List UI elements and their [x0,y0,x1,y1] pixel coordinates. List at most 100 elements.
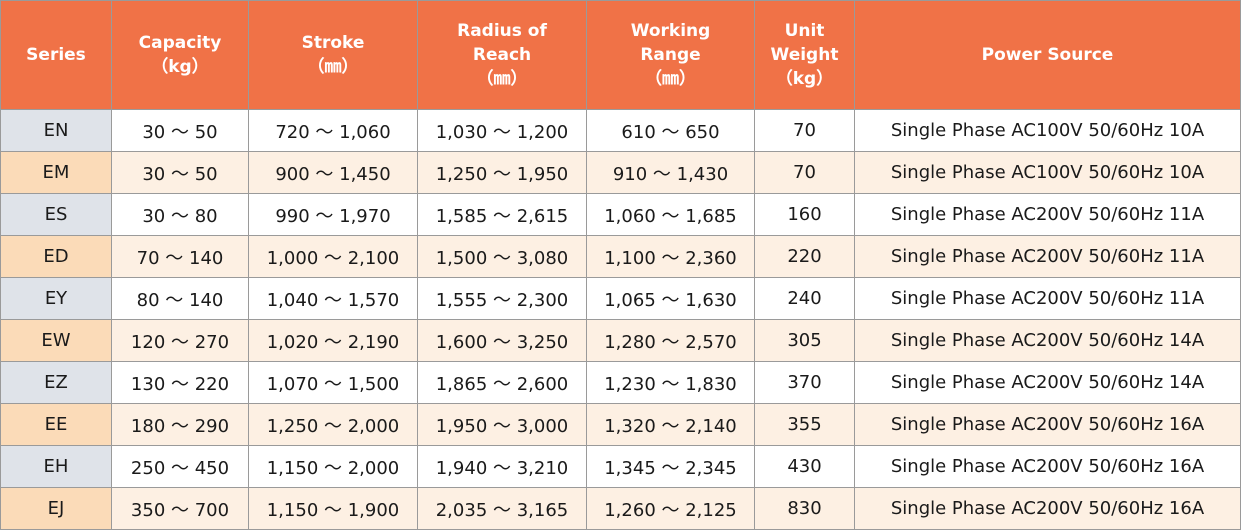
power-source-cell: Single Phase AC200V 50/60Hz 11A [854,193,1241,236]
table-row: EN 30 ～ 50 720 ～ 1,060 1,030 ～ 1,200 610 ～ 6… [0,109,1241,152]
working-range-cell: 1,320 ～ 2,140 [586,403,755,446]
header-power-label: Power Source [981,45,1114,65]
table-row: EZ 130 ～ 220 1,070 ～ 1,500 1,865 ～ 2,600 1,2… [0,361,1241,404]
stroke-cell: 1,000 ～ 2,100 [248,235,418,278]
weight-cell: 70 [754,109,855,152]
power-source-cell: Single Phase AC100V 50/60Hz 10A [854,109,1241,152]
working-range-cell: 1,345 ～ 2,345 [586,445,755,488]
header-power-source: Power Source [854,0,1241,110]
working-range-cell: 1,280 ～ 2,570 [586,319,755,362]
capacity-cell: 250 ～ 450 [111,445,249,488]
series-cell: ED [0,235,112,278]
working-range-cell: 1,230 ～ 1,830 [586,361,755,404]
weight-cell: 370 [754,361,855,404]
radius-cell: 1,030 ～ 1,200 [417,109,587,152]
stroke-cell: 1,040 ～ 1,570 [248,277,418,320]
weight-cell: 160 [754,193,855,236]
table-row: ES 30 ～ 80 990 ～ 1,970 1,585 ～ 2,615 1,060 ～… [0,193,1241,236]
power-source-cell: Single Phase AC200V 50/60Hz 14A [854,361,1241,404]
working-range-cell: 1,260 ～ 2,125 [586,487,755,530]
stroke-cell: 1,020 ～ 2,190 [248,319,418,362]
table-row: EH 250 ～ 450 1,150 ～ 2,000 1,940 ～ 3,210 1,3… [0,445,1241,488]
power-source-cell: Single Phase AC200V 50/60Hz 14A [854,319,1241,362]
header-capacity-unit: （kg） [151,57,209,77]
capacity-cell: 30 ～ 50 [111,151,249,194]
radius-cell: 1,865 ～ 2,600 [417,361,587,404]
series-cell: EJ [0,487,112,530]
header-unit-weight: Unit Weight （kg） [754,0,855,110]
header-series-label: Series [26,45,86,65]
header-weight-label-2: Weight [770,45,839,65]
header-weight-label-1: Unit [784,21,825,41]
series-cell: EZ [0,361,112,404]
power-source-cell: Single Phase AC200V 50/60Hz 16A [854,445,1241,488]
weight-cell: 70 [754,151,855,194]
stroke-cell: 990 ～ 1,970 [248,193,418,236]
radius-cell: 1,950 ～ 3,000 [417,403,587,446]
power-source-cell: Single Phase AC100V 50/60Hz 10A [854,151,1241,194]
table-row: EY 80 ～ 140 1,040 ～ 1,570 1,555 ～ 2,300 1,06… [0,277,1241,320]
series-cell: EE [0,403,112,446]
radius-cell: 1,250 ～ 1,950 [417,151,587,194]
header-working-label-2: Range [640,45,701,65]
capacity-cell: 120 ～ 270 [111,319,249,362]
stroke-cell: 1,070 ～ 1,500 [248,361,418,404]
header-stroke-unit: （㎜） [307,57,359,77]
header-capacity: Capacity （kg） [111,0,249,110]
header-stroke-label: Stroke [301,33,365,53]
capacity-cell: 30 ～ 50 [111,109,249,152]
series-cell: EY [0,277,112,320]
working-range-cell: 610 ～ 650 [586,109,755,152]
radius-cell: 1,500 ～ 3,080 [417,235,587,278]
capacity-cell: 130 ～ 220 [111,361,249,404]
series-cell: EH [0,445,112,488]
header-radius-label-1: Radius of [457,21,547,41]
radius-cell: 1,600 ～ 3,250 [417,319,587,362]
working-range-cell: 1,065 ～ 1,630 [586,277,755,320]
power-source-cell: Single Phase AC200V 50/60Hz 11A [854,277,1241,320]
weight-cell: 830 [754,487,855,530]
radius-cell: 1,585 ～ 2,615 [417,193,587,236]
stroke-cell: 1,150 ～ 2,000 [248,445,418,488]
radius-cell: 1,555 ～ 2,300 [417,277,587,320]
table-row: EJ 350 ～ 700 1,150 ～ 1,900 2,035 ～ 3,165 1,2… [0,487,1241,530]
working-range-cell: 910 ～ 1,430 [586,151,755,194]
header-radius-label-2: Reach [472,45,532,65]
weight-cell: 305 [754,319,855,362]
power-source-cell: Single Phase AC200V 50/60Hz 16A [854,403,1241,446]
header-capacity-label: Capacity [138,33,222,53]
table-row: EM 30 ～ 50 900 ～ 1,450 1,250 ～ 1,950 910 ～ 1… [0,151,1241,194]
table-row: ED 70 ～ 140 1,000 ～ 2,100 1,500 ～ 3,080 1,10… [0,235,1241,278]
series-cell: EM [0,151,112,194]
capacity-cell: 70 ～ 140 [111,235,249,278]
series-cell: EN [0,109,112,152]
header-series: Series [0,0,112,110]
stroke-cell: 900 ～ 1,450 [248,151,418,194]
stroke-cell: 1,150 ～ 1,900 [248,487,418,530]
capacity-cell: 30 ～ 80 [111,193,249,236]
header-stroke: Stroke （㎜） [248,0,418,110]
capacity-cell: 80 ～ 140 [111,277,249,320]
table-body: EN 30 ～ 50 720 ～ 1,060 1,030 ～ 1,200 610 ～ 6… [0,109,1241,530]
header-working-label-1: Working [630,21,711,41]
power-source-cell: Single Phase AC200V 50/60Hz 11A [854,235,1241,278]
header-working-range: Working Range （㎜） [586,0,755,110]
radius-cell: 2,035 ～ 3,165 [417,487,587,530]
series-cell: EW [0,319,112,362]
capacity-cell: 180 ～ 290 [111,403,249,446]
header-working-unit: （㎜） [645,69,696,89]
header-weight-unit: （kg） [775,69,834,89]
header-radius-of-reach: Radius of Reach （㎜） [417,0,587,110]
power-source-cell: Single Phase AC200V 50/60Hz 16A [854,487,1241,530]
capacity-cell: 350 ～ 700 [111,487,249,530]
working-range-cell: 1,060 ～ 1,685 [586,193,755,236]
header-row: Series Capacity （kg） Stroke （㎜） Radius of R… [0,0,1241,110]
radius-cell: 1,940 ～ 3,210 [417,445,587,488]
weight-cell: 220 [754,235,855,278]
series-cell: ES [0,193,112,236]
table-row: EW 120 ～ 270 1,020 ～ 2,190 1,600 ～ 3,250 1,2… [0,319,1241,362]
stroke-cell: 1,250 ～ 2,000 [248,403,418,446]
working-range-cell: 1,100 ～ 2,360 [586,235,755,278]
stroke-cell: 720 ～ 1,060 [248,109,418,152]
